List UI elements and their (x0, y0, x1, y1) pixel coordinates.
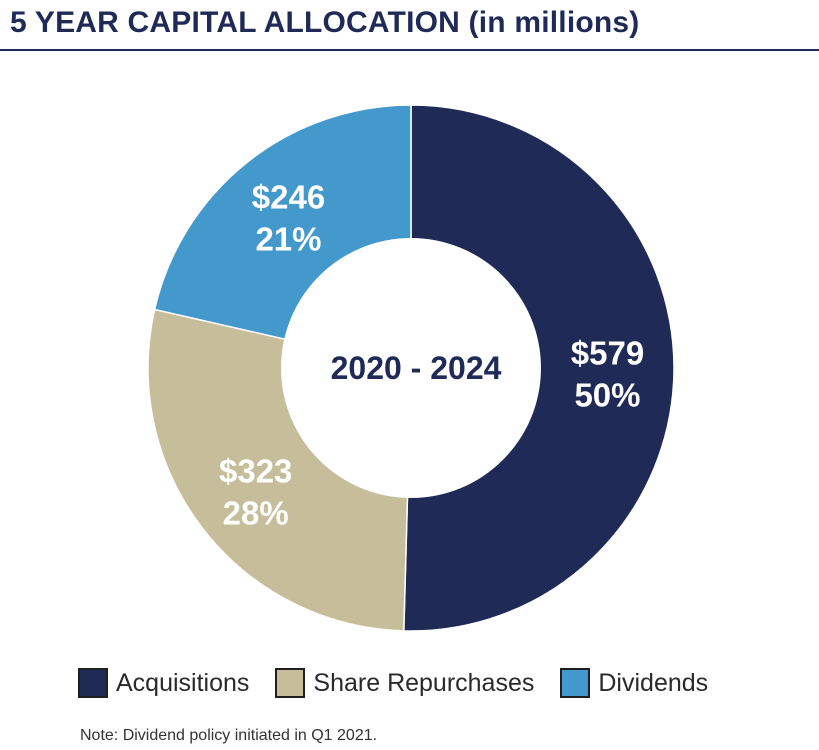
footnote: Note: Dividend policy initiated in Q1 20… (80, 727, 378, 744)
percent-label-acquisitions: 50% (574, 377, 640, 414)
legend-swatch-dividends (560, 668, 591, 698)
percent-label-share-repurchases: 28% (223, 494, 289, 531)
chart-title: 5 YEAR CAPITAL ALLOCATION (in millions) (10, 6, 640, 39)
legend-label-acquisitions: Acquisitions (116, 668, 250, 697)
donut-chart: 2020 - 2024 $579 50% $323 28% $246 21% (147, 104, 675, 632)
legend-swatch-share-repurchases (275, 668, 306, 698)
percent-label-dividends: 21% (255, 220, 321, 257)
donut-hole (281, 238, 541, 498)
value-label-acquisitions: $579 (571, 335, 644, 372)
center-label: 2020 - 2024 (331, 350, 502, 386)
legend-label-share-repurchases: Share Repurchases (313, 668, 535, 697)
value-label-share-repurchases: $323 (219, 452, 292, 489)
title-divider (0, 49, 819, 51)
legend-item-share-repurchases: Share Repurchases (275, 668, 534, 698)
legend-swatch-acquisitions (78, 668, 108, 698)
legend: Acquisitions Share Repurchases Dividends (78, 668, 734, 698)
legend-item-dividends: Dividends (560, 668, 708, 698)
value-label-dividends: $246 (252, 178, 325, 215)
data-labels-group: $579 50% $323 28% $246 21% (219, 178, 644, 531)
legend-label-dividends: Dividends (598, 668, 709, 697)
legend-item-acquisitions: Acquisitions (78, 668, 249, 698)
